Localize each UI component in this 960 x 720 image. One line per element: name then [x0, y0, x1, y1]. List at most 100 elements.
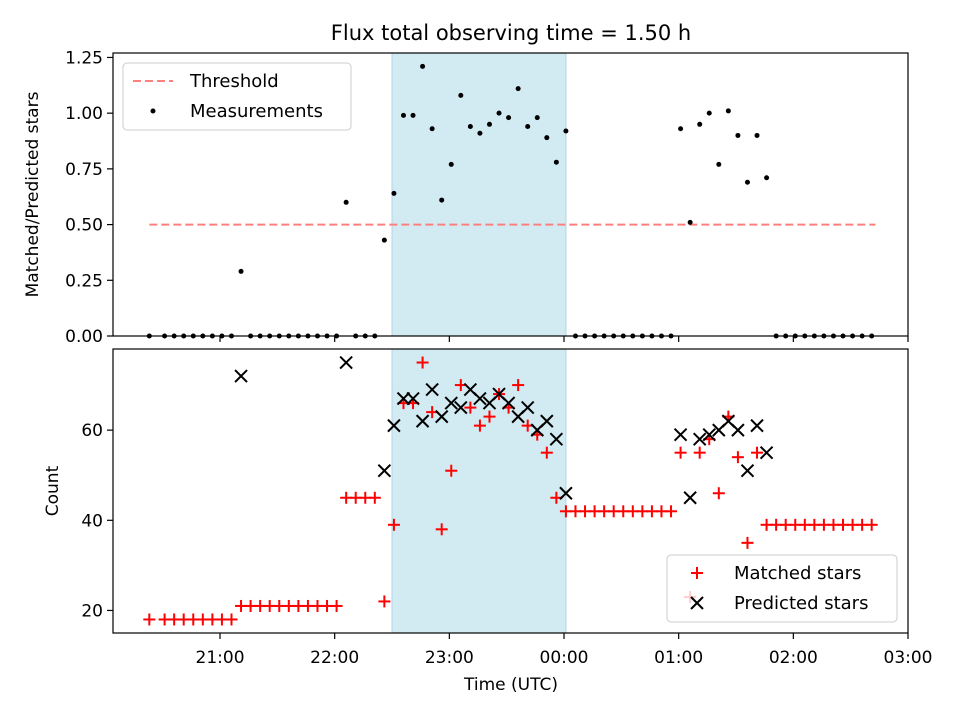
measurement-point: [420, 63, 426, 69]
measurement-point: [486, 121, 492, 127]
measurement-point: [725, 108, 731, 114]
matched-star-point: [445, 464, 458, 477]
predicted-star-point: [759, 445, 774, 460]
predicted-star-point: [520, 400, 535, 415]
matched-star-point: [665, 505, 678, 518]
matched-star-point: [731, 451, 744, 464]
measurement-point: [439, 197, 445, 203]
measurement-point: [744, 179, 750, 185]
matched-star-point: [674, 446, 687, 459]
legend-threshold-label: Threshold: [189, 71, 279, 92]
predicted-star-point: [444, 396, 458, 410]
y-tick-label: 0.25: [65, 271, 103, 291]
matched-star-point: [225, 613, 238, 626]
predicted-star-point: [406, 391, 420, 406]
predicted-star-point: [473, 391, 487, 406]
measurement-point: [544, 135, 550, 141]
bottom-plot-frame: [112, 348, 909, 634]
predicted-star-point: [559, 486, 573, 500]
predicted-star-point: [377, 464, 392, 478]
measurement-point: [553, 159, 559, 165]
y-tick-label: 60: [81, 421, 103, 441]
y-tick-label: 0.00: [65, 327, 103, 347]
measurement-point: [706, 110, 712, 116]
measurement-point: [429, 126, 435, 132]
x-tick-label: 03:00: [884, 648, 933, 668]
top-legend: Threshold Measurements: [122, 62, 352, 131]
bottom-y-axis-label: Count: [43, 465, 63, 516]
y-tick-label: 1.25: [65, 48, 103, 68]
matched-star-point: [741, 536, 754, 549]
chart-title: Flux total observing time = 1.50 h: [331, 21, 691, 45]
predicted-star-point: [415, 414, 430, 428]
predicted-star-point: [234, 369, 248, 383]
top-y-axis: 0.00 0.25 0.50 0.75 1.00 1.25: [65, 48, 113, 347]
predicted-star-point: [434, 409, 449, 424]
measurement-point: [458, 92, 464, 98]
x-tick-label: 23:00: [425, 648, 474, 668]
predicted-star-point: [692, 432, 707, 446]
y-tick-label: 0.50: [65, 216, 103, 236]
measurement-point: [506, 115, 512, 121]
bottom-observing-window-shade: [391, 348, 567, 634]
measurement-point: [716, 161, 722, 167]
measurement-point: [525, 124, 531, 130]
predicted-star-point: [549, 432, 564, 446]
predicted-stars-points: [234, 355, 774, 505]
y-tick-label: 40: [81, 511, 103, 531]
matched-star-point: [712, 487, 725, 500]
x-tick-label: 22:00: [310, 648, 359, 668]
matched-star-point: [483, 410, 496, 423]
predicted-star-point: [387, 418, 401, 433]
predicted-star-point: [396, 391, 411, 406]
top-y-axis-label: Matched/Predicted stars: [23, 91, 43, 297]
measurement-point: [534, 115, 540, 121]
measurement-point: [477, 130, 483, 136]
measurement-point: [496, 110, 502, 116]
measurement-point: [343, 199, 349, 205]
legend-measurements-label: Measurements: [190, 101, 323, 122]
measurement-point: [515, 86, 521, 92]
measurement-point: [764, 175, 770, 181]
measurement-point: [687, 219, 693, 225]
predicted-star-point: [731, 423, 745, 437]
matched-star-point: [143, 613, 156, 626]
bottom-y-axis: 20 40 60: [81, 421, 113, 621]
top-panel: 0.00 0.25 0.50 0.75 1.00 1.25 Matched/Predict…: [23, 48, 909, 347]
x-tick-label: 02:00: [769, 648, 818, 668]
predicted-star-point: [540, 414, 554, 428]
predicted-star-point: [673, 427, 688, 442]
bottom-panel: 20 40 60 21:00 22:00 23:00 00:00 01:00 02:00 03:…: [43, 348, 933, 695]
measurement-point: [238, 268, 244, 274]
x-tick-label: 00:00: [540, 648, 589, 668]
measurement-point: [467, 124, 473, 130]
predicted-star-point: [501, 396, 516, 410]
matched-star-point: [330, 599, 343, 612]
measurement-point: [735, 132, 741, 138]
legend-measurements-swatch: [150, 108, 156, 114]
top-observing-window-shade: [391, 52, 567, 337]
matched-star-point: [387, 518, 400, 531]
matched-star-point: [416, 356, 429, 369]
matched-star-point: [464, 401, 477, 414]
y-tick-label: 0.75: [65, 160, 103, 180]
measurement-point: [697, 121, 703, 127]
legend-matched-label: Matched stars: [734, 563, 861, 584]
measurement-point: [563, 128, 569, 134]
x-axis-label: Time (UTC): [463, 675, 558, 695]
predicted-star-point: [454, 400, 468, 415]
matched-star-point: [378, 595, 391, 608]
measurement-point: [381, 237, 387, 243]
predicted-star-point: [339, 355, 353, 370]
matched-star-point: [512, 379, 525, 392]
matched-star-point: [693, 446, 706, 459]
matched-star-point: [435, 523, 448, 536]
predicted-star-point: [750, 418, 764, 433]
legend-matched-swatch: [691, 567, 703, 579]
measurement-point: [391, 190, 397, 196]
matched-star-point: [473, 419, 486, 432]
top-plot-frame: [112, 52, 909, 337]
measurement-point: [448, 161, 454, 167]
measurement-point: [754, 132, 760, 138]
